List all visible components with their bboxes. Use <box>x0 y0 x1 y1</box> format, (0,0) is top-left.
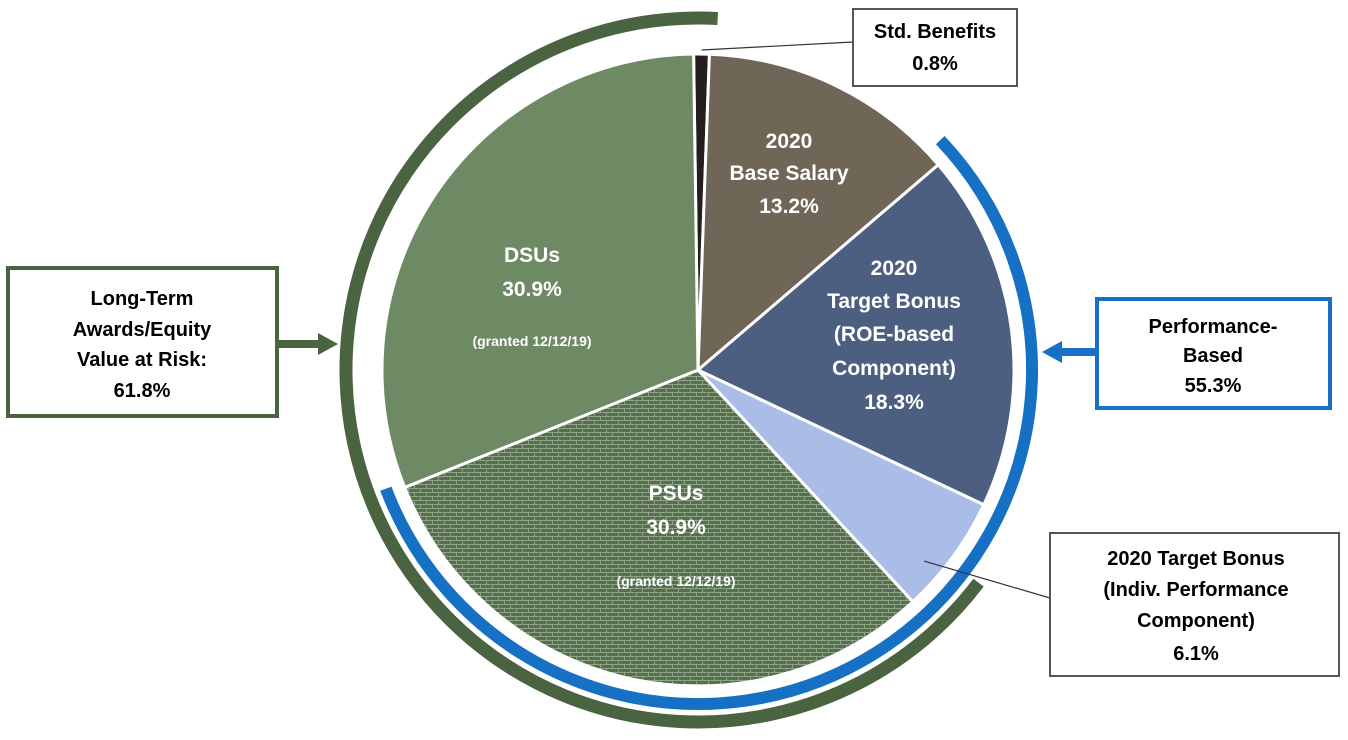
base-salary-label: 2020 Base Salary 13.2% <box>729 130 848 218</box>
indiv-bonus-leader <box>923 560 1051 599</box>
pie-slice-dsus <box>380 52 700 489</box>
dsus-value: 30.9% <box>502 278 562 301</box>
performance-arrow <box>1042 341 1096 363</box>
long-term-callout-value: 61.8% <box>114 380 171 402</box>
group-arc-performance <box>380 135 1038 710</box>
pie-slice-indiv-bonus <box>696 368 986 604</box>
long-term-callout-line2: Awards/Equity <box>73 319 212 341</box>
leader-lines <box>701 41 1051 599</box>
psus-note: (granted 12/12/19) <box>616 573 735 589</box>
performance-callout-line2: Based <box>1183 345 1243 367</box>
std-benefits-callout-label: Std. Benefits <box>874 21 996 43</box>
long-term-callout-line1: Long-Term <box>91 288 194 310</box>
psus-label: PSUs 30.9% (granted 12/12/19) <box>616 482 735 589</box>
performance-callout-value: 55.3% <box>1185 375 1242 397</box>
roe-bonus-label-line1: 2020 <box>871 257 918 280</box>
dsus-label-title: DSUs <box>504 244 560 267</box>
psus-value: 30.9% <box>646 516 706 539</box>
indiv-bonus-callout-line2: (Indiv. Performance <box>1103 579 1288 601</box>
std-benefits-callout-value: 0.8% <box>912 53 958 75</box>
roe-bonus-label-line2: Target Bonus <box>827 290 961 313</box>
pie-slice-base-salary <box>696 52 940 372</box>
base-salary-value: 13.2% <box>759 195 819 218</box>
group-arc-long-term <box>339 11 984 729</box>
std-benefits-callout: Std. Benefits 0.8% <box>852 8 1018 87</box>
psus-label-title: PSUs <box>649 482 704 505</box>
indiv-bonus-callout: 2020 Target Bonus (Indiv. Performance Co… <box>1049 532 1340 677</box>
base-salary-label-line1: 2020 <box>766 130 813 153</box>
base-salary-label-line2: Base Salary <box>729 162 848 185</box>
indiv-bonus-callout-line1: 2020 Target Bonus <box>1107 548 1284 570</box>
group-arcs <box>339 11 1038 729</box>
std-benefits-leader <box>701 41 854 51</box>
pie-slices <box>380 52 1016 688</box>
performance-callout: Performance- Based 55.3% <box>1095 297 1332 410</box>
long-term-arrow <box>277 333 338 355</box>
roe-bonus-label-line3: (ROE-based <box>834 323 954 346</box>
long-term-callout: Long-Term Awards/Equity Value at Risk: 6… <box>6 266 279 418</box>
dsus-label: DSUs 30.9% (granted 12/12/19) <box>472 244 591 349</box>
indiv-bonus-callout-value: 6.1% <box>1173 643 1219 665</box>
performance-callout-line1: Performance- <box>1149 316 1278 338</box>
pie-slice-psus <box>403 368 915 688</box>
long-term-callout-line3: Value at Risk: <box>77 349 207 371</box>
indiv-bonus-callout-line3: Component) <box>1137 610 1255 632</box>
roe-bonus-value: 18.3% <box>864 391 924 414</box>
pie-slice-roe-bonus <box>696 163 1016 507</box>
roe-bonus-label-line4: Component) <box>832 357 956 380</box>
dsus-note: (granted 12/12/19) <box>472 333 591 349</box>
roe-bonus-label: 2020 Target Bonus (ROE-based Component) … <box>827 257 961 414</box>
